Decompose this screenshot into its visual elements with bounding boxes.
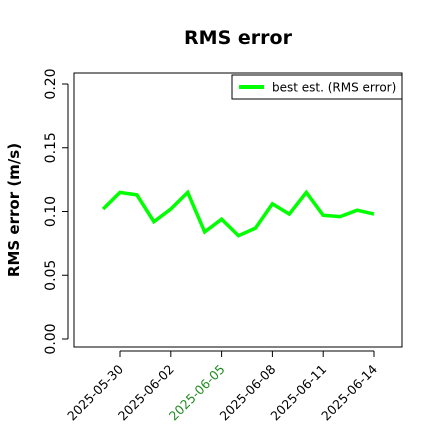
- x-axis: 2025-05-302025-06-022025-06-052025-06-08…: [64, 350, 380, 423]
- chart-title: RMS error: [184, 27, 293, 49]
- y-tick-label: 0.15: [43, 132, 59, 163]
- legend: best est. (RMS error): [231, 74, 403, 100]
- y-tick-label: 0.00: [43, 323, 59, 354]
- series-line: [101, 189, 375, 238]
- plot-area-frame: [73, 72, 403, 348]
- y-tick-label: 0.20: [43, 68, 59, 99]
- y-tick-label: 0.05: [43, 260, 59, 291]
- y-tick-label: 0.10: [43, 196, 59, 227]
- legend-label: best est. (RMS error): [272, 81, 396, 95]
- series-layer: [101, 189, 375, 238]
- y-axis-label: RMS error (m/s): [5, 143, 23, 277]
- y-axis: 0.00 0.05 0.10 0.15 0.20: [43, 68, 69, 355]
